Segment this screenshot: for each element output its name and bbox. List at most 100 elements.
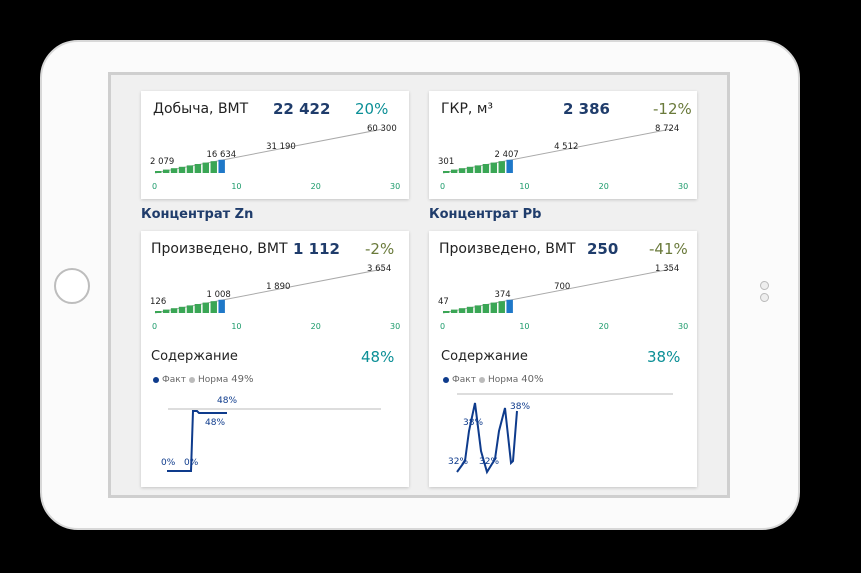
bar bbox=[450, 169, 458, 173]
data-label: 374 bbox=[494, 290, 510, 300]
axis-tick: 10 bbox=[231, 322, 241, 331]
data-label: 301 bbox=[438, 157, 454, 167]
card-percent: -41% bbox=[649, 240, 688, 258]
bar-current bbox=[506, 159, 513, 173]
bar bbox=[458, 168, 466, 173]
bar bbox=[210, 301, 217, 313]
bar-current bbox=[218, 299, 225, 313]
content-legend: Факт Норма 40% bbox=[443, 374, 543, 385]
fact-legend-dot bbox=[443, 376, 449, 383]
axis-tick: 10 bbox=[231, 182, 241, 191]
bar bbox=[482, 304, 490, 313]
norm-legend-label: Норма bbox=[487, 374, 519, 385]
axis-tick: 20 bbox=[311, 182, 321, 191]
axis-tick: 10 bbox=[519, 322, 529, 331]
progress-chart: 126 1 008 1 890 3 654 0 10 20 30 bbox=[150, 264, 400, 331]
bar bbox=[178, 166, 186, 173]
content-label: 0% bbox=[161, 458, 176, 468]
bar bbox=[490, 162, 498, 173]
card-value: 250 bbox=[587, 240, 619, 258]
axis-tick: 0 bbox=[152, 322, 157, 331]
bar bbox=[490, 302, 498, 313]
content-title: Содержание bbox=[441, 349, 528, 364]
axis-tick: 30 bbox=[678, 322, 688, 331]
content-label: 32% bbox=[479, 457, 499, 467]
card-mining[interactable]: Добыча, ВМТ 22 422 20% 2 079 16 634 31 190… bbox=[141, 91, 409, 199]
norm-legend-value: 49% bbox=[231, 374, 254, 385]
section-pb: Концентрат Pb bbox=[429, 207, 542, 222]
card-percent: -2% bbox=[365, 240, 395, 258]
axis-tick: 30 bbox=[390, 182, 400, 191]
bar bbox=[482, 164, 490, 173]
card-zn[interactable]: Произведено, ВМТ 1 112 -2% 126 1 008 1 890… bbox=[141, 231, 409, 487]
norm-legend-value: 40% bbox=[521, 374, 544, 385]
camera-dot bbox=[760, 281, 769, 290]
content-line-chart: 38% 38% 32% 32% bbox=[448, 393, 673, 475]
data-label: 126 bbox=[150, 297, 166, 307]
content-label: 32% bbox=[448, 457, 468, 467]
data-label: 31 190 bbox=[266, 142, 296, 152]
dashboard-screen: Добыча, ВМТ 22 422 20% 2 079 16 634 31 190… bbox=[108, 72, 730, 498]
data-label: 700 bbox=[554, 282, 570, 292]
content-label: 48% bbox=[205, 418, 225, 428]
bar bbox=[194, 164, 202, 173]
progress-chart: 301 2 407 4 512 8 724 0 10 20 30 bbox=[438, 124, 688, 191]
axis-tick: 20 bbox=[599, 182, 609, 191]
data-label: 1 354 bbox=[655, 264, 679, 274]
norm-legend-label: Норма bbox=[197, 374, 229, 385]
content-legend: Факт Норма 49% bbox=[153, 374, 253, 385]
sensor-dot bbox=[760, 293, 769, 302]
bar bbox=[170, 308, 178, 313]
fact-line bbox=[456, 402, 518, 475]
norm-legend-dot bbox=[188, 376, 195, 383]
progress-chart: 47 374 700 1 354 0 10 20 30 bbox=[438, 264, 688, 331]
bar bbox=[170, 168, 178, 173]
bar bbox=[162, 309, 170, 313]
data-label: 60 300 bbox=[367, 124, 397, 134]
bar bbox=[474, 165, 482, 173]
card-percent: 20% bbox=[355, 100, 389, 118]
bar bbox=[210, 161, 217, 173]
card-title: Произведено, ВМТ bbox=[151, 241, 288, 257]
fact-legend-label: Факт bbox=[162, 374, 186, 385]
content-title: Содержание bbox=[151, 349, 238, 364]
content-label: 0% bbox=[184, 458, 199, 468]
fact-legend-dot bbox=[153, 376, 159, 383]
content-label: 48% bbox=[217, 396, 237, 406]
bar bbox=[155, 311, 162, 313]
data-label: 47 bbox=[438, 297, 449, 307]
bar bbox=[202, 302, 210, 313]
bar bbox=[474, 305, 482, 313]
bar bbox=[443, 311, 450, 313]
bar bbox=[466, 306, 474, 313]
bar bbox=[194, 304, 202, 313]
bar bbox=[450, 309, 458, 313]
bar-current bbox=[218, 159, 225, 173]
bar bbox=[162, 169, 170, 173]
card-value: 22 422 bbox=[273, 100, 331, 118]
axis-tick: 0 bbox=[440, 322, 445, 331]
norm-legend-dot bbox=[478, 376, 485, 383]
content-label: 38% bbox=[510, 402, 530, 412]
bar bbox=[178, 306, 186, 313]
card-gkr[interactable]: ГКР, м³ 2 386 -12% 301 2 407 4 512 8 724 0 10… bbox=[429, 91, 697, 199]
axis-tick: 30 bbox=[390, 322, 400, 331]
axis-tick: 30 bbox=[678, 182, 688, 191]
content-percent: 48% bbox=[361, 348, 395, 366]
bar bbox=[466, 166, 474, 173]
fact-line bbox=[167, 410, 227, 472]
card-pb[interactable]: Произведено, ВМТ 250 -41% 47 374 700 1 354 0… bbox=[429, 231, 697, 487]
home-button[interactable] bbox=[54, 268, 90, 304]
data-label: 16 634 bbox=[206, 150, 236, 160]
axis-tick: 0 bbox=[152, 182, 157, 191]
data-label: 4 512 bbox=[554, 142, 578, 152]
data-label: 1 890 bbox=[266, 282, 290, 292]
card-title: ГКР, м³ bbox=[441, 101, 493, 117]
axis-tick: 0 bbox=[440, 182, 445, 191]
content-line-chart: 48% 48% 0% 0% bbox=[161, 396, 381, 472]
bar bbox=[202, 162, 210, 173]
bar bbox=[186, 305, 194, 313]
content-label: 38% bbox=[463, 418, 483, 428]
bar bbox=[186, 165, 194, 173]
fact-legend-label: Факт bbox=[452, 374, 476, 385]
